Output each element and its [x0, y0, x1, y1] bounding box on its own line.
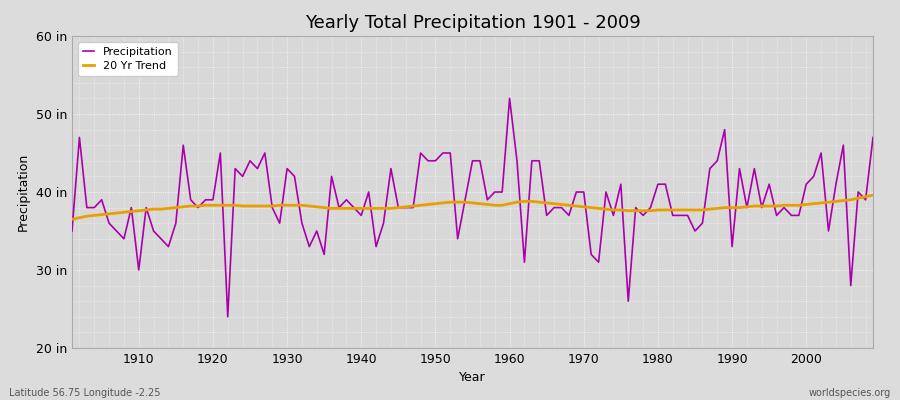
- Precipitation: [296, 221, 307, 226]
- Precipitation: [126, 205, 137, 210]
- Legend: Precipitation, 20 Yr Trend: Precipitation, 20 Yr Trend: [77, 42, 178, 76]
- 20 Yr Trend: [868, 193, 878, 198]
- Text: Latitude 56.75 Longitude -2.25: Latitude 56.75 Longitude -2.25: [9, 388, 160, 398]
- Text: worldspecies.org: worldspecies.org: [809, 388, 891, 398]
- 20 Yr Trend: [334, 206, 345, 211]
- Precipitation: [341, 197, 352, 202]
- Precipitation: [511, 158, 522, 163]
- Line: Precipitation: Precipitation: [72, 98, 873, 317]
- 20 Yr Trend: [593, 206, 604, 211]
- 20 Yr Trend: [504, 201, 515, 206]
- Precipitation: [67, 229, 77, 234]
- 20 Yr Trend: [497, 203, 508, 208]
- 20 Yr Trend: [67, 217, 77, 222]
- Line: 20 Yr Trend: 20 Yr Trend: [72, 195, 873, 219]
- X-axis label: Year: Year: [459, 372, 486, 384]
- Precipitation: [608, 213, 619, 218]
- 20 Yr Trend: [126, 209, 137, 214]
- 20 Yr Trend: [289, 203, 300, 208]
- Title: Yearly Total Precipitation 1901 - 2009: Yearly Total Precipitation 1901 - 2009: [304, 14, 641, 32]
- Precipitation: [868, 135, 878, 140]
- Y-axis label: Precipitation: Precipitation: [17, 153, 31, 231]
- Precipitation: [519, 260, 530, 265]
- Precipitation: [504, 96, 515, 101]
- Precipitation: [222, 314, 233, 319]
